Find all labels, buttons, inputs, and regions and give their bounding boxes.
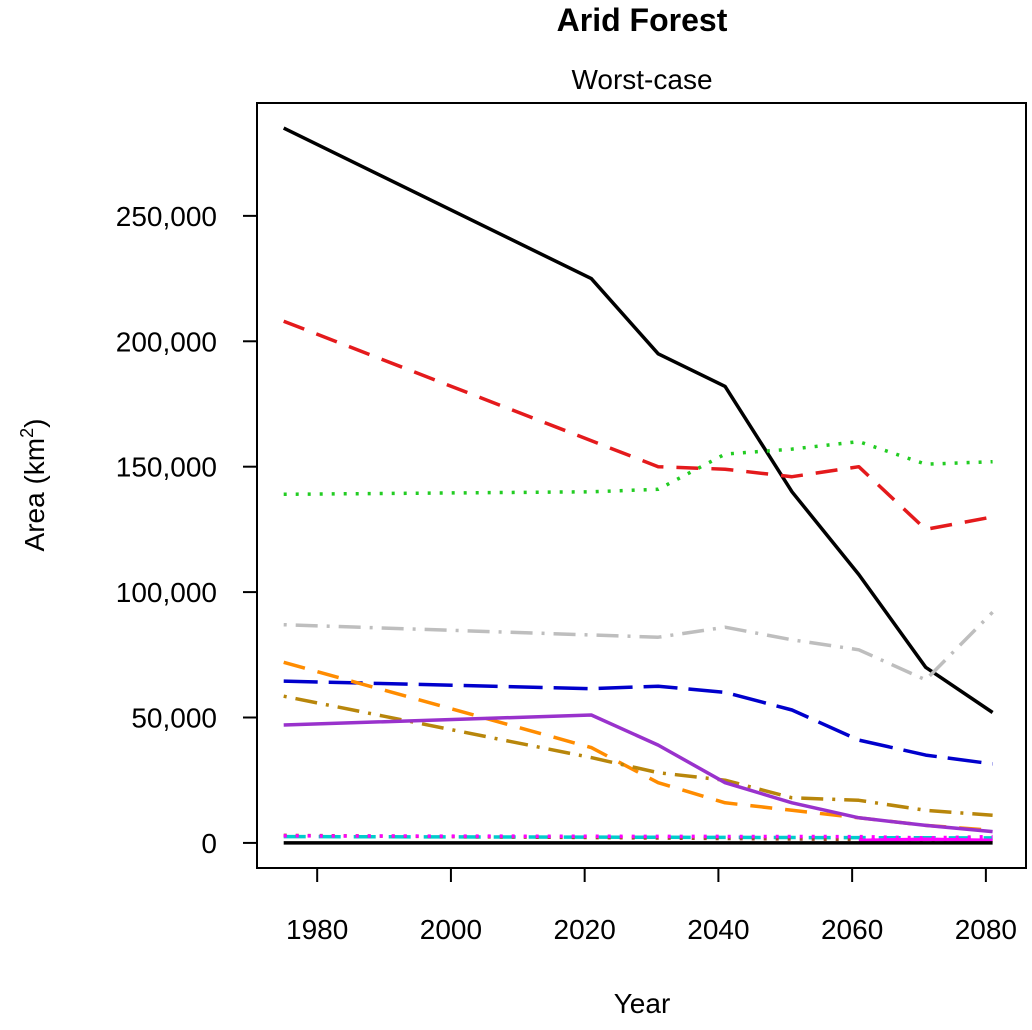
- x-tick-label: 2020: [554, 914, 616, 945]
- series-line-9: [283, 834, 993, 840]
- x-tick-label: 2080: [955, 914, 1017, 945]
- series-line-5: [283, 679, 993, 766]
- y-axis: 0 50,000 100,000 150,000 200,000 250,000: [116, 201, 258, 859]
- y-tick-label: 0: [201, 828, 217, 859]
- series-line-7: [283, 694, 993, 818]
- series-line-8: [283, 713, 993, 834]
- series-line-6: [283, 660, 993, 833]
- y-tick-label: 200,000: [116, 326, 217, 357]
- y-tick-label: 50,000: [131, 703, 217, 734]
- y-axis-label-superscript: 2: [17, 428, 37, 438]
- x-tick-label: 1980: [286, 914, 348, 945]
- series-line-12: [858, 837, 993, 843]
- series-line-3: [283, 439, 993, 497]
- x-axis-label: Year: [614, 988, 671, 1019]
- x-tick-label: 2000: [420, 914, 482, 945]
- series-line-2: [283, 319, 993, 532]
- y-axis-label: Area (km2): [17, 419, 50, 552]
- x-tick-label: 2060: [821, 914, 883, 945]
- chart-title: Arid Forest: [557, 2, 728, 38]
- y-axis-label-close: ): [19, 419, 50, 428]
- y-tick-label: 250,000: [116, 201, 217, 232]
- y-axis-label-main: Area (km: [19, 438, 50, 552]
- y-tick-label: 100,000: [116, 577, 217, 608]
- series-line-4: [283, 610, 994, 682]
- y-tick-label: 150,000: [116, 452, 217, 483]
- x-axis: 1980 2000 2020 2040 2060 2080: [286, 867, 1017, 945]
- series-line-1: [282, 126, 994, 714]
- series-layer: [282, 126, 994, 845]
- x-tick-label: 2040: [687, 914, 749, 945]
- chart-subtitle: Worst-case: [571, 64, 712, 95]
